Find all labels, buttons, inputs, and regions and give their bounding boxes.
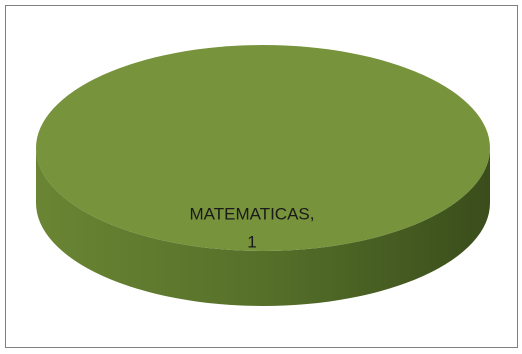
plot-area: MATEMATICAS, 1 xyxy=(36,45,490,306)
pie-side xyxy=(36,148,490,306)
pie-slice xyxy=(36,45,490,251)
data-label-value: 1 xyxy=(247,232,256,251)
label-separator: , xyxy=(310,204,315,223)
data-label-category: MATEMATICAS, xyxy=(190,204,315,223)
